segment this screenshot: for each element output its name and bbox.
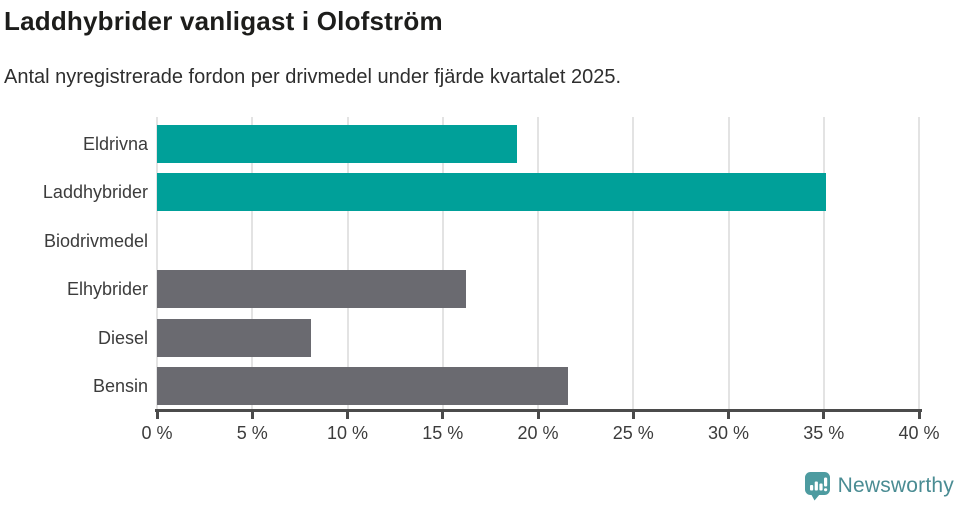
bar-laddhybrider: [157, 173, 826, 212]
x-axis-tick-label: 15 %: [422, 423, 464, 443]
bar-elhybrider: [157, 270, 466, 309]
gridline-25%: [632, 117, 635, 410]
x-axis-tick: [250, 412, 254, 419]
bar-chart-plot-area: 0 % 5 % 10 % 15 % 20 % 25 % 30 % 35 % 40 % Eldriv…: [0, 117, 960, 443]
x-axis-tick: [346, 412, 349, 419]
gridline-35%: [822, 117, 825, 410]
category-label-eldrivna: Eldrivna: [82, 134, 148, 154]
category-label-elhybrider: Elhybrider: [66, 279, 148, 300]
x-axis-tick-label: 5 %: [236, 423, 268, 443]
x-axis-tick: [822, 412, 826, 419]
newsworthy-icon: [804, 472, 830, 501]
gridline-30%: [727, 117, 730, 410]
category-label-biodrivmedel: Biodrivmedel: [43, 230, 148, 251]
newsworthy-wordmark: Newsworthy: [837, 474, 954, 497]
newsworthy-logo[interactable]: Newsworthy: [804, 471, 954, 501]
gridline-15%: [441, 117, 444, 410]
gridline-0%: [156, 117, 158, 410]
bar-bensin: [157, 367, 569, 405]
x-axis-tick: [155, 412, 159, 419]
gridline-20%: [537, 117, 539, 410]
x-axis-tick-label: 30 %: [707, 423, 750, 443]
bar-eldrivna: [157, 125, 518, 163]
x-axis-tick-label: 25 %: [612, 423, 654, 443]
x-axis-tick-label: 10 %: [326, 423, 369, 443]
category-label-bensin: Bensin: [92, 376, 148, 396]
category-label-diesel: Diesel: [97, 327, 148, 348]
x-axis-tick: [441, 412, 445, 419]
x-axis-tick: [727, 412, 730, 419]
x-axis-tick: [631, 412, 635, 419]
x-axis-tick-label: 0 %: [141, 423, 173, 443]
gridline-5%: [251, 117, 254, 410]
x-axis-tick: [536, 412, 540, 419]
x-axis-tick-label: 40 %: [898, 423, 940, 443]
chart-title: Laddhybrider vanligast i Olofström: [4, 6, 443, 36]
x-axis-tick-label: 20 %: [517, 423, 559, 443]
gridline-10%: [346, 117, 349, 410]
category-label-laddhybrider: Laddhybrider: [42, 182, 148, 203]
x-axis-tick: [917, 412, 921, 419]
x-axis-tick-label: 35 %: [803, 423, 845, 443]
x-axis-line: [155, 409, 922, 412]
chart-subtitle: Antal nyregistrerade fordon per drivmede…: [4, 66, 622, 88]
gridline-40%: [918, 117, 920, 410]
bar-diesel: [157, 318, 312, 357]
